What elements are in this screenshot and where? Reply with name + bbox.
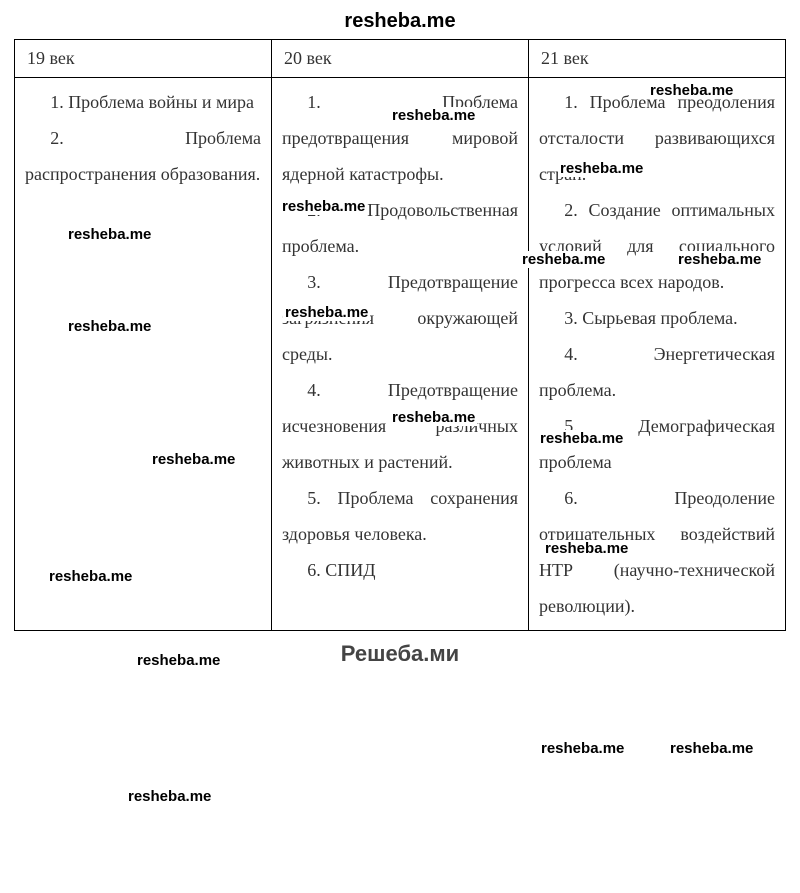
header-19: 19 век [15, 40, 272, 78]
table-body-row: 1. Проблема войны и мира2. Проблема расп… [15, 77, 786, 630]
header-21: 21 век [529, 40, 786, 78]
cell-21-text: 1. Проблема преодоления отсталости разви… [539, 84, 775, 624]
table-header-row: 19 век 20 век 21 век [15, 40, 786, 78]
centuries-table: 19 век 20 век 21 век 1. Проблема войны и… [14, 39, 786, 631]
page-header-title: resheba.me [14, 10, 786, 33]
cell-19: 1. Проблема войны и мира2. Проблема расп… [15, 77, 272, 630]
watermark-text: resheba.me [539, 740, 626, 757]
cell-21: 1. Проблема преодоления отсталости разви… [529, 77, 786, 630]
watermark-text: resheba.me [668, 740, 755, 757]
watermark-text: resheba.me [126, 788, 213, 805]
cell-20-text: 1. Проблема предотвращения мировой ядерн… [282, 84, 518, 588]
header-20: 20 век [272, 40, 529, 78]
cell-20: 1. Проблема предотвращения мировой ядерн… [272, 77, 529, 630]
page-footer-title: Решеба.ми [14, 641, 786, 667]
cell-19-text: 1. Проблема войны и мира2. Проблема расп… [25, 84, 261, 192]
